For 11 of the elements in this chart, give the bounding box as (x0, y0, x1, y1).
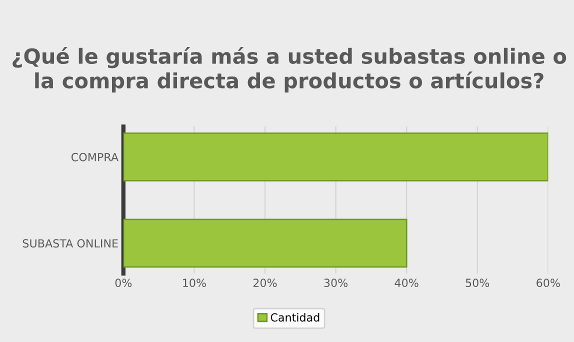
x-tick-label: 20% (253, 278, 277, 288)
x-tick-label: 40% (394, 278, 418, 288)
x-tick-label: 60% (536, 278, 560, 288)
x-tick-label: 10% (183, 278, 206, 288)
x-tick-label: 50% (466, 278, 490, 288)
y-tick-label: COMPRA (72, 152, 118, 162)
legend-label: Cantidad (270, 313, 320, 322)
x-tick-label: 0% (115, 278, 132, 288)
y-tick-label: SUBASTA ONLINE (22, 239, 118, 248)
chart-title: ¿Qué le gustaría más a usted subastas online o la compra directa de productos o artículos? (12, 47, 566, 93)
x-tick-label: 30% (324, 278, 348, 288)
